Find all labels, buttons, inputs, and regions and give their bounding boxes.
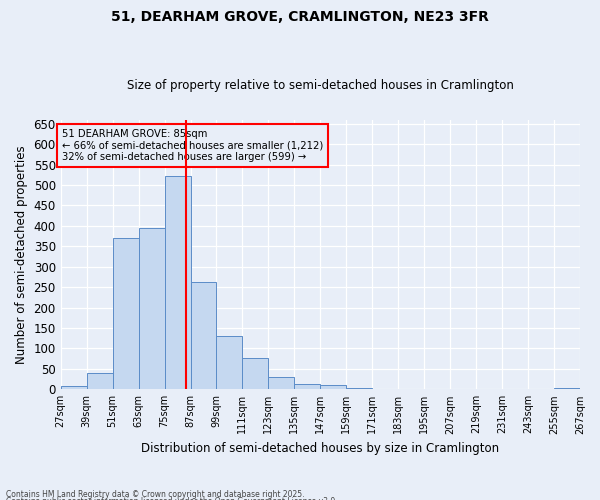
Y-axis label: Number of semi-detached properties: Number of semi-detached properties: [15, 145, 28, 364]
Bar: [164, 176, 191, 390]
Bar: [554, 388, 580, 390]
Bar: [242, 358, 268, 390]
Bar: [113, 238, 139, 390]
Bar: [268, 377, 295, 390]
Bar: [61, 386, 86, 390]
Text: 51 DEARHAM GROVE: 85sqm
← 66% of semi-detached houses are smaller (1,212)
32% of: 51 DEARHAM GROVE: 85sqm ← 66% of semi-de…: [62, 128, 323, 162]
Text: Contains public sector information licensed under the Open Government Licence v3: Contains public sector information licen…: [6, 497, 338, 500]
Bar: [217, 336, 242, 390]
X-axis label: Distribution of semi-detached houses by size in Cramlington: Distribution of semi-detached houses by …: [141, 442, 499, 455]
Text: Contains HM Land Registry data © Crown copyright and database right 2025.: Contains HM Land Registry data © Crown c…: [6, 490, 305, 499]
Text: 51, DEARHAM GROVE, CRAMLINGTON, NE23 3FR: 51, DEARHAM GROVE, CRAMLINGTON, NE23 3FR: [111, 10, 489, 24]
Bar: [346, 388, 372, 390]
Bar: [295, 384, 320, 390]
Bar: [139, 228, 164, 390]
Bar: [320, 385, 346, 390]
Title: Size of property relative to semi-detached houses in Cramlington: Size of property relative to semi-detach…: [127, 79, 514, 92]
Bar: [191, 282, 217, 390]
Bar: [86, 373, 113, 390]
